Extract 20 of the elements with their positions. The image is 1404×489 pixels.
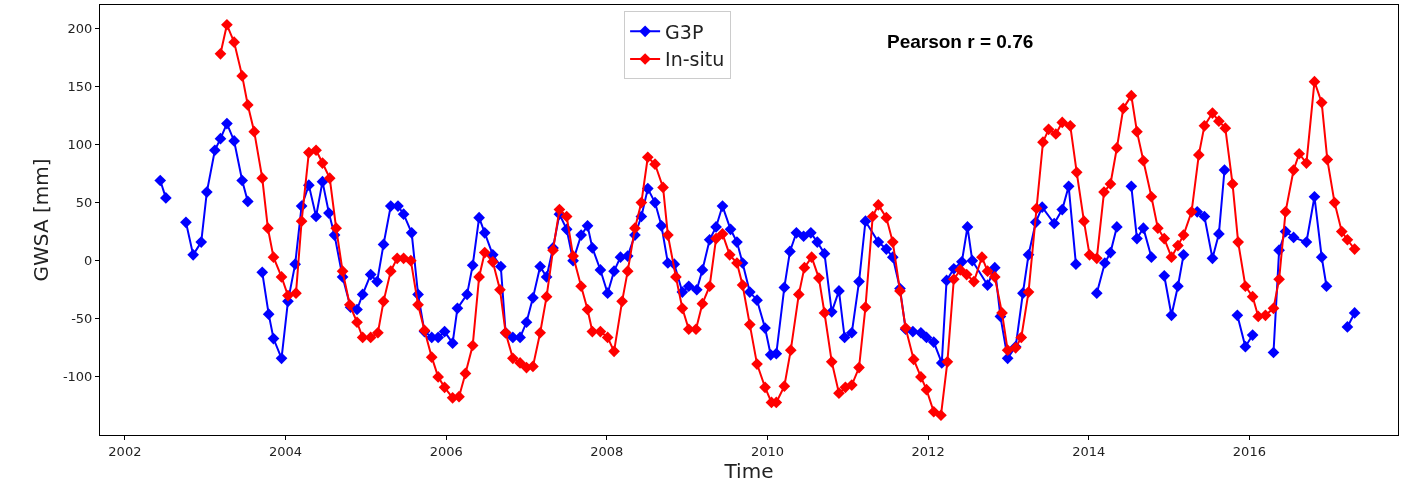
- y-tick-label: 200: [67, 20, 93, 36]
- legend-label: In-situ: [665, 48, 725, 71]
- x-axis-title: Time: [723, 458, 774, 483]
- annotation: Pearson r = 0.76: [887, 31, 1034, 52]
- x-tick-label: 2002: [108, 443, 142, 459]
- x-tick-label: 2008: [590, 443, 624, 459]
- y-tick-label: 100: [67, 137, 93, 153]
- y-tick-label: 0: [84, 253, 93, 269]
- x-tick-label: 2006: [429, 443, 463, 459]
- y-tick-label: -100: [62, 369, 93, 385]
- x-tick-label: 2004: [268, 443, 303, 459]
- x-tick-label: 2014: [1072, 443, 1106, 459]
- x-tick-label: 2012: [911, 443, 945, 459]
- x-tick-label: 2016: [1232, 443, 1266, 459]
- y-tick-label: 50: [75, 195, 93, 211]
- legend-label: G3P: [665, 20, 704, 43]
- x-tick-label: 2010: [750, 443, 785, 459]
- y-tick-label: 150: [67, 78, 93, 94]
- y-axis-title: GWSA [mm]: [29, 158, 54, 282]
- y-tick-label: -50: [71, 311, 93, 327]
